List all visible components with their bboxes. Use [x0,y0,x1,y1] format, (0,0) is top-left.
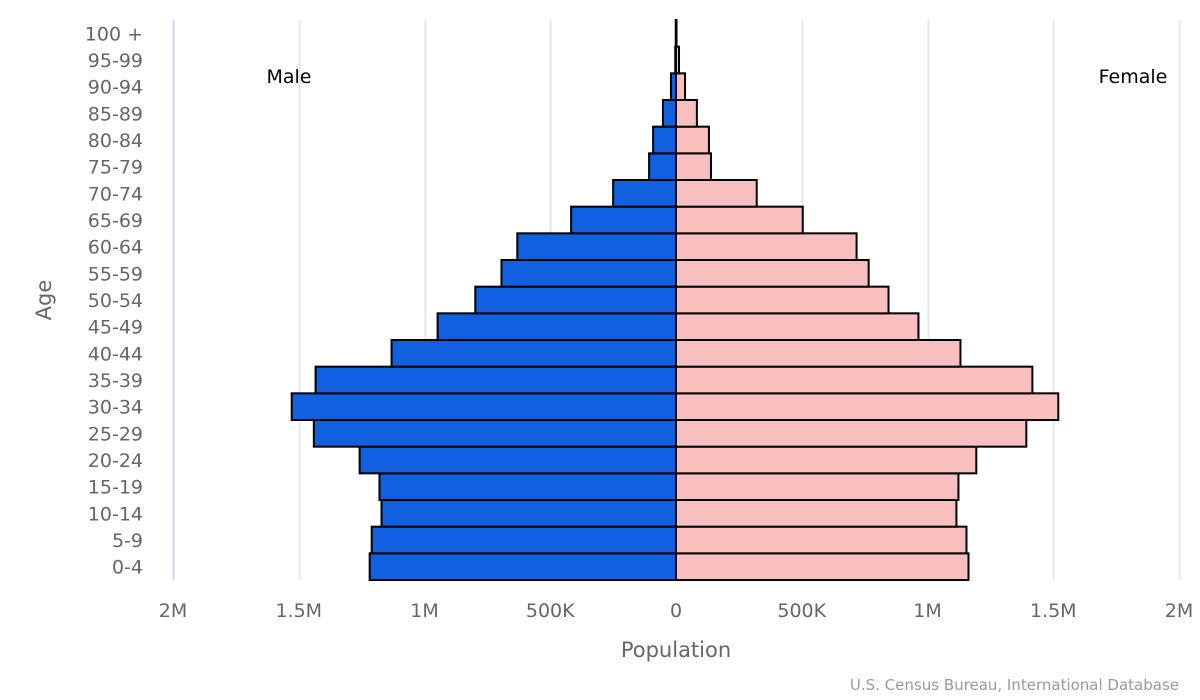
x-tick-label: 2M [1165,600,1193,622]
female-bar-55-59[interactable] [675,259,870,288]
female-bar-50-54[interactable] [675,285,890,315]
female-bar-5-9[interactable] [675,525,968,555]
female-bar-45-49[interactable] [675,312,920,342]
female-bar-70-74[interactable] [675,179,758,208]
male-bar-5-9[interactable] [370,525,677,555]
category-label: 60-64 [88,237,143,259]
credit-text[interactable]: U.S. Census Bureau, International Databa… [850,676,1179,694]
female-bar-0-4[interactable] [675,552,970,581]
x-tick-label: 2M [159,600,187,622]
category-label: 15-19 [88,477,143,499]
male-bar-0-4[interactable] [368,552,677,581]
male-bar-85-89[interactable] [661,99,677,128]
x-tick-label: 0 [670,600,682,622]
category-label: 20-24 [88,450,143,472]
category-label: 40-44 [88,343,143,365]
female-bar-10-14[interactable] [675,499,958,528]
female-bar-60-64[interactable] [675,232,858,261]
male-bar-55-59[interactable] [500,259,678,288]
male-bar-15-19[interactable] [378,472,677,502]
male-bar-25-29[interactable] [312,419,677,448]
category-label: 65-69 [88,210,143,232]
female-bar-15-19[interactable] [675,472,960,502]
x-axis-tick-labels: 2M 1.5M 1M 500K 0 500K 1M 1.5M 2M [159,600,1193,622]
female-bar-95-99[interactable] [675,45,681,75]
x-tick-label: 1M [410,600,438,622]
category-label: 50-54 [88,290,143,312]
y-axis-title: Age [32,280,56,321]
male-bar-70-74[interactable] [612,179,677,208]
female-bar-65-69[interactable] [675,205,804,235]
male-bar-20-24[interactable] [358,445,677,475]
male-bar-50-54[interactable] [474,285,678,315]
male-bar-30-34[interactable] [290,392,677,422]
category-label: 35-39 [88,370,143,392]
y-axis-category-labels: 0-4 5-9 10-14 15-19 20-24 25-29 30-34 35-39 40-4… [85,23,143,578]
female-bar-40-44[interactable] [675,339,962,368]
male-bar-35-39[interactable] [314,365,677,395]
male-bar-80-84[interactable] [652,125,678,155]
male-bar-75-79[interactable] [648,152,677,181]
x-tick-label: 1.5M [1030,600,1077,622]
x-tick-label: 500K [777,600,826,622]
category-label: 75-79 [88,157,143,179]
female-bar-75-79[interactable] [675,152,712,181]
female-bar-35-39[interactable] [675,365,1034,395]
category-label: 5-9 [112,530,143,552]
category-label: 85-89 [88,103,143,125]
female-bar-85-89[interactable] [675,99,698,128]
female-bar-80-84[interactable] [675,125,710,155]
category-label: 95-99 [88,50,143,72]
female-bar-25-29[interactable] [675,419,1028,448]
x-axis-title: Population [621,638,731,662]
male-bar-40-44[interactable] [390,339,677,368]
category-label: 70-74 [88,183,143,205]
category-label: 30-34 [88,397,143,419]
male-bar-10-14[interactable] [380,499,677,528]
female-bar-20-24[interactable] [675,445,978,475]
male-bar-60-64[interactable] [516,232,678,261]
male-bar-65-69[interactable] [570,205,678,235]
male-annotation: Male [266,66,311,88]
category-label: 100 + [85,23,143,45]
x-tick-label: 1M [913,600,941,622]
category-label: 25-29 [88,423,143,445]
male-bar-45-49[interactable] [436,312,677,342]
x-tick-label: 500K [526,600,575,622]
category-label: 90-94 [88,77,143,99]
category-label: 45-49 [88,317,143,339]
x-tick-label: 1.5M [275,600,322,622]
category-label: 55-59 [88,263,143,285]
bars [290,19,1060,581]
category-label: 10-14 [88,503,143,525]
female-bar-90-94[interactable] [675,72,687,102]
female-bar-30-34[interactable] [675,392,1060,422]
female-bar-100[interactable] [675,19,678,48]
female-annotation: Female [1099,66,1168,88]
category-label: 80-84 [88,130,143,152]
category-label: 0-4 [112,557,143,579]
